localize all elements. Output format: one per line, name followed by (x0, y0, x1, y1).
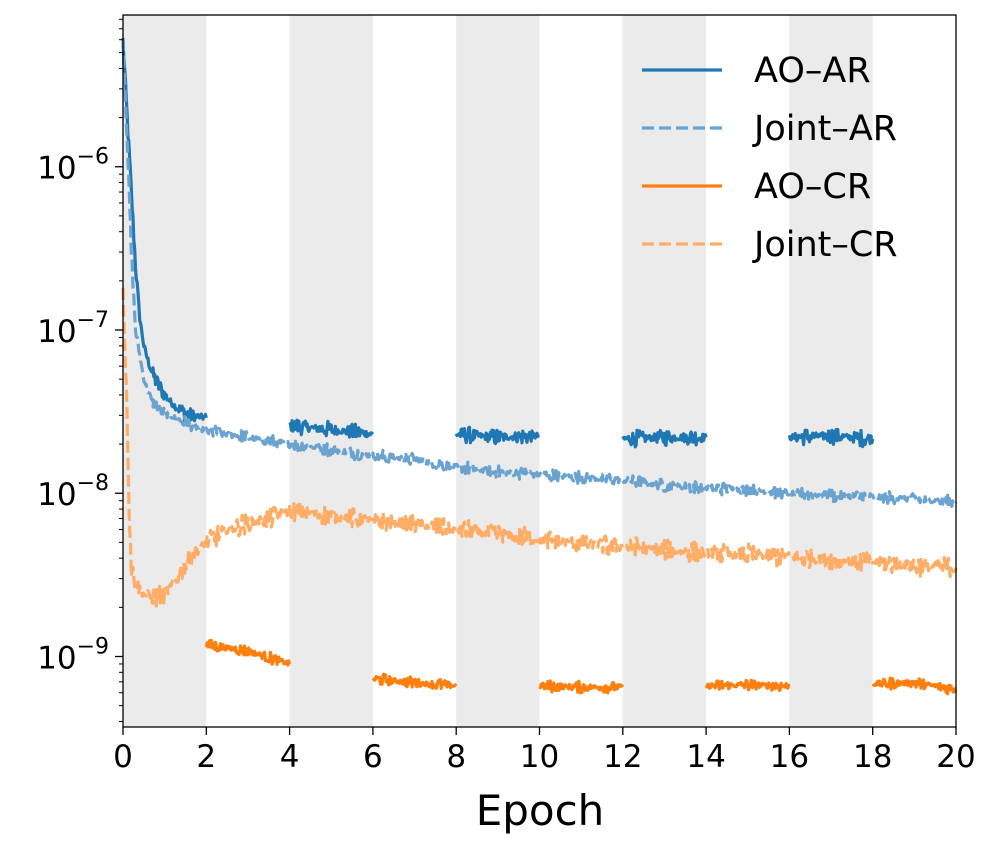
x-axis-title: Epoch (476, 786, 605, 835)
x-tick-label-10: 20 (936, 739, 975, 775)
x-tick-label-7: 14 (686, 739, 725, 775)
shaded-band-3 (622, 15, 707, 727)
series-line-2-segment-4 (871, 676, 958, 696)
y-tick-label-base-3: 10 (37, 151, 76, 187)
x-tick-label-2: 4 (280, 739, 300, 775)
x-tick-label-5: 10 (520, 739, 559, 775)
series-line-2-segment-2 (538, 679, 625, 695)
y-tick-label-exp-0: −9 (77, 635, 109, 660)
shaded-band-4 (789, 15, 873, 727)
y-tick-label-base-1: 10 (37, 477, 76, 513)
shaded-band-1 (289, 15, 373, 727)
x-tick-label-9: 18 (853, 739, 892, 775)
x-tick-label-4: 8 (446, 739, 466, 775)
series-line-0-segment-2 (454, 425, 541, 446)
series-line-0-segment-3 (621, 428, 708, 449)
y-tick-label-base-0: 10 (37, 641, 76, 677)
shaded-band-0 (123, 15, 207, 727)
legend-label-2: AO–CR (754, 167, 871, 207)
series-line-0-segment-1 (288, 418, 375, 439)
y-tick-label-exp-2: −7 (77, 308, 109, 333)
shaded-band-2 (456, 15, 540, 727)
legend-label-0: AO–AR (754, 51, 871, 91)
y-tick-label-exp-3: −6 (77, 145, 109, 170)
series-line-2-segment-3 (704, 678, 791, 692)
legend-label-1: Joint–AR (752, 109, 897, 149)
x-tick-label-3: 6 (363, 739, 383, 775)
x-tick-label-6: 12 (603, 739, 642, 775)
x-tick-label-0: 0 (113, 739, 133, 775)
series-line-1-segment-0 (121, 38, 958, 510)
y-tick-label-2: 10−7 (37, 308, 109, 350)
series-line-0-segment-4 (787, 427, 875, 449)
x-tick-label-8: 16 (770, 739, 809, 775)
series-lines (121, 37, 958, 696)
y-axis: 10−910−810−710−6 (37, 18, 123, 722)
y-tick-label-base-2: 10 (37, 314, 76, 350)
series-line-2-segment-1 (371, 672, 458, 691)
y-tick-label-exp-1: −8 (77, 471, 109, 496)
x-axis: 0 2 4 6 8 10 12 14 16 18 20 (113, 727, 976, 775)
series-line-3-segment-0 (121, 287, 958, 608)
series-line-0-segment-0 (121, 37, 208, 423)
x-tick-label-1: 2 (196, 739, 216, 775)
y-tick-label-3: 10−6 (37, 145, 109, 187)
legend: AO–AR Joint–AR AO–CR Joint–CR (642, 51, 898, 265)
y-tick-label-1: 10−8 (37, 471, 109, 513)
series-line-2-segment-0 (204, 638, 292, 667)
shaded-epoch-bands (123, 15, 873, 727)
legend-label-3: Joint–CR (752, 225, 898, 265)
y-tick-label-0: 10−9 (37, 635, 109, 677)
